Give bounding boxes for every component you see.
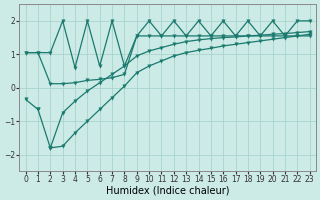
X-axis label: Humidex (Indice chaleur): Humidex (Indice chaleur) <box>106 186 229 196</box>
